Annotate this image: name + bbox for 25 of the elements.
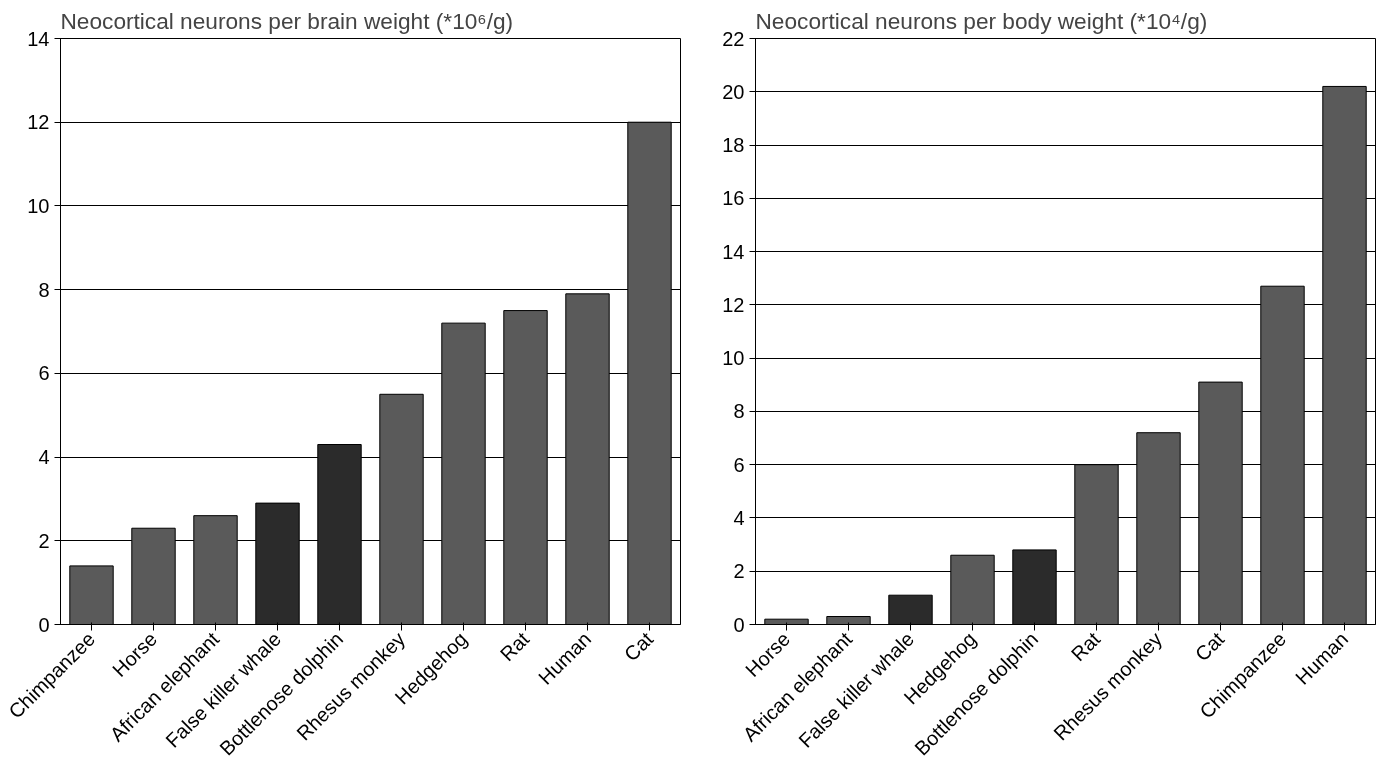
y-tick-label: 2: [733, 560, 745, 583]
y-tick-label: 10: [722, 347, 745, 370]
x-tick-label: Rat: [495, 627, 534, 666]
y-tick-label: 10: [27, 194, 50, 217]
y-tick-label: 8: [733, 400, 745, 423]
y-tick-label: 14: [27, 27, 50, 50]
y-tick-label: 22: [722, 27, 745, 50]
y-tick-label: 6: [733, 453, 745, 476]
y-tick-label: 12: [27, 111, 50, 134]
y-tick-label: 0: [733, 613, 745, 636]
y-tick-label: 14: [722, 240, 745, 263]
chart-title: Neocortical neurons per body weight (*10⁴/g): [755, 7, 1208, 34]
y-tick-label: 0: [38, 613, 50, 636]
y-tick-label: 6: [38, 362, 50, 385]
y-tick-label: 4: [733, 506, 745, 529]
y-tick-label: 2: [38, 529, 50, 552]
y-tick-label: 8: [38, 278, 50, 301]
y-tick-label: 12: [722, 293, 745, 316]
chart-title: Neocortical neurons per brain weight (*10⁶/g): [60, 7, 514, 34]
x-tick-label: Cat: [619, 627, 658, 666]
y-tick-label: 4: [38, 446, 50, 469]
y-tick-label: 20: [722, 80, 745, 103]
x-tick-label: Rat: [1066, 627, 1105, 666]
y-tick-label: 18: [722, 134, 745, 157]
y-tick-label: 16: [722, 187, 745, 210]
